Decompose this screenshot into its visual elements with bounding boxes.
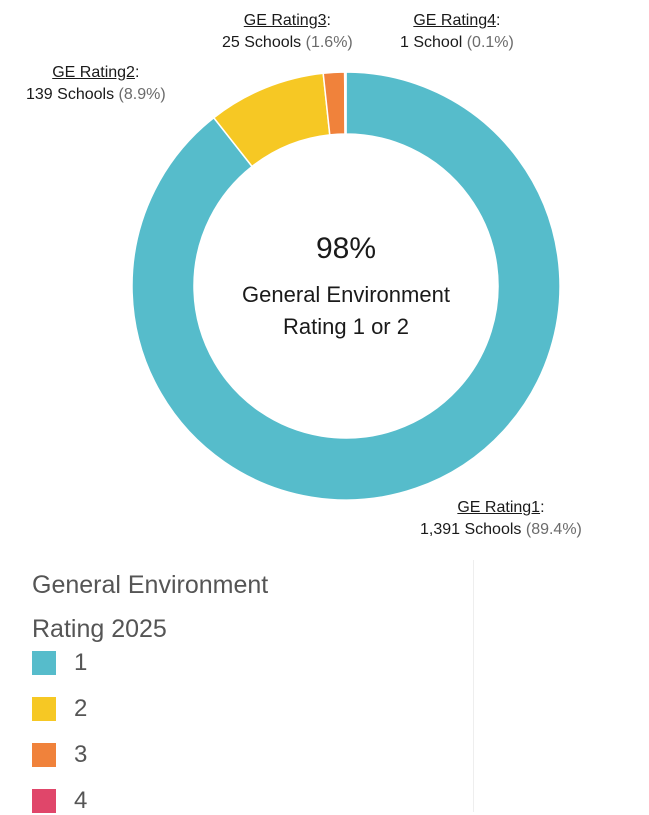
callout-rating-2-pct: (8.9%) [118, 86, 166, 103]
panel-divider [473, 560, 474, 812]
callout-rating-1-count: 1,391 Schools [420, 521, 522, 538]
center-label-line-2: Rating 1 or 2 [283, 314, 409, 339]
donut-slice-rating-1[interactable] [131, 71, 561, 501]
legend-item-2[interactable]: 2 [32, 695, 88, 722]
center-percentage: 98% [315, 232, 377, 265]
center-label: General Environment Rating 1 or 2 [196, 279, 496, 343]
legend-label-1: 1 [74, 649, 88, 676]
callout-rating-4: GE Rating4: 1 School (0.1%) [400, 12, 514, 51]
legend-label-3: 3 [74, 741, 88, 768]
donut-chart [131, 71, 561, 501]
callout-rating-3-count: 25 Schools [222, 34, 302, 51]
donut-slice-rating-4[interactable] [343, 71, 347, 135]
legend-item-1[interactable]: 1 [32, 649, 88, 676]
legend-swatch-3 [32, 743, 56, 767]
legend-title-line-2: Rating 2025 [32, 615, 167, 643]
callout-rating-4-pct: (0.1%) [466, 34, 514, 51]
legend-swatch-4 [32, 789, 56, 813]
legend-title: General Environment Rating 2025 [32, 563, 352, 651]
legend-swatch-2 [32, 697, 56, 721]
callout-rating-2-head: GE Rating2 [52, 64, 135, 81]
callout-rating-4-head: GE Rating4 [413, 12, 497, 29]
legend-swatch-1 [32, 651, 56, 675]
callout-rating-1-head: GE Rating1 [457, 499, 541, 516]
callout-rating-3-head: GE Rating3 [243, 12, 327, 29]
legend-item-3[interactable]: 3 [32, 741, 88, 768]
callout-rating-2: GE Rating2: 139 Schools (8.9%) [26, 64, 166, 103]
center-label-line-1: General Environment [242, 282, 450, 307]
legend-label-2: 2 [74, 695, 88, 722]
callout-rating-3-pct: (1.6%) [305, 34, 353, 51]
callout-rating-1-pct: (89.4%) [525, 521, 582, 538]
legend-item-4[interactable]: 4 [32, 787, 88, 814]
callout-rating-1: GE Rating1: 1,391 Schools (89.4%) [420, 499, 582, 538]
legend-title-line-1: General Environment [32, 571, 269, 599]
callout-rating-3: GE Rating3: 25 Schools (1.6%) [222, 12, 353, 51]
callout-rating-2-count: 139 Schools [26, 86, 115, 103]
callout-rating-4-count: 1 School [400, 34, 463, 51]
legend-label-4: 4 [74, 787, 88, 814]
